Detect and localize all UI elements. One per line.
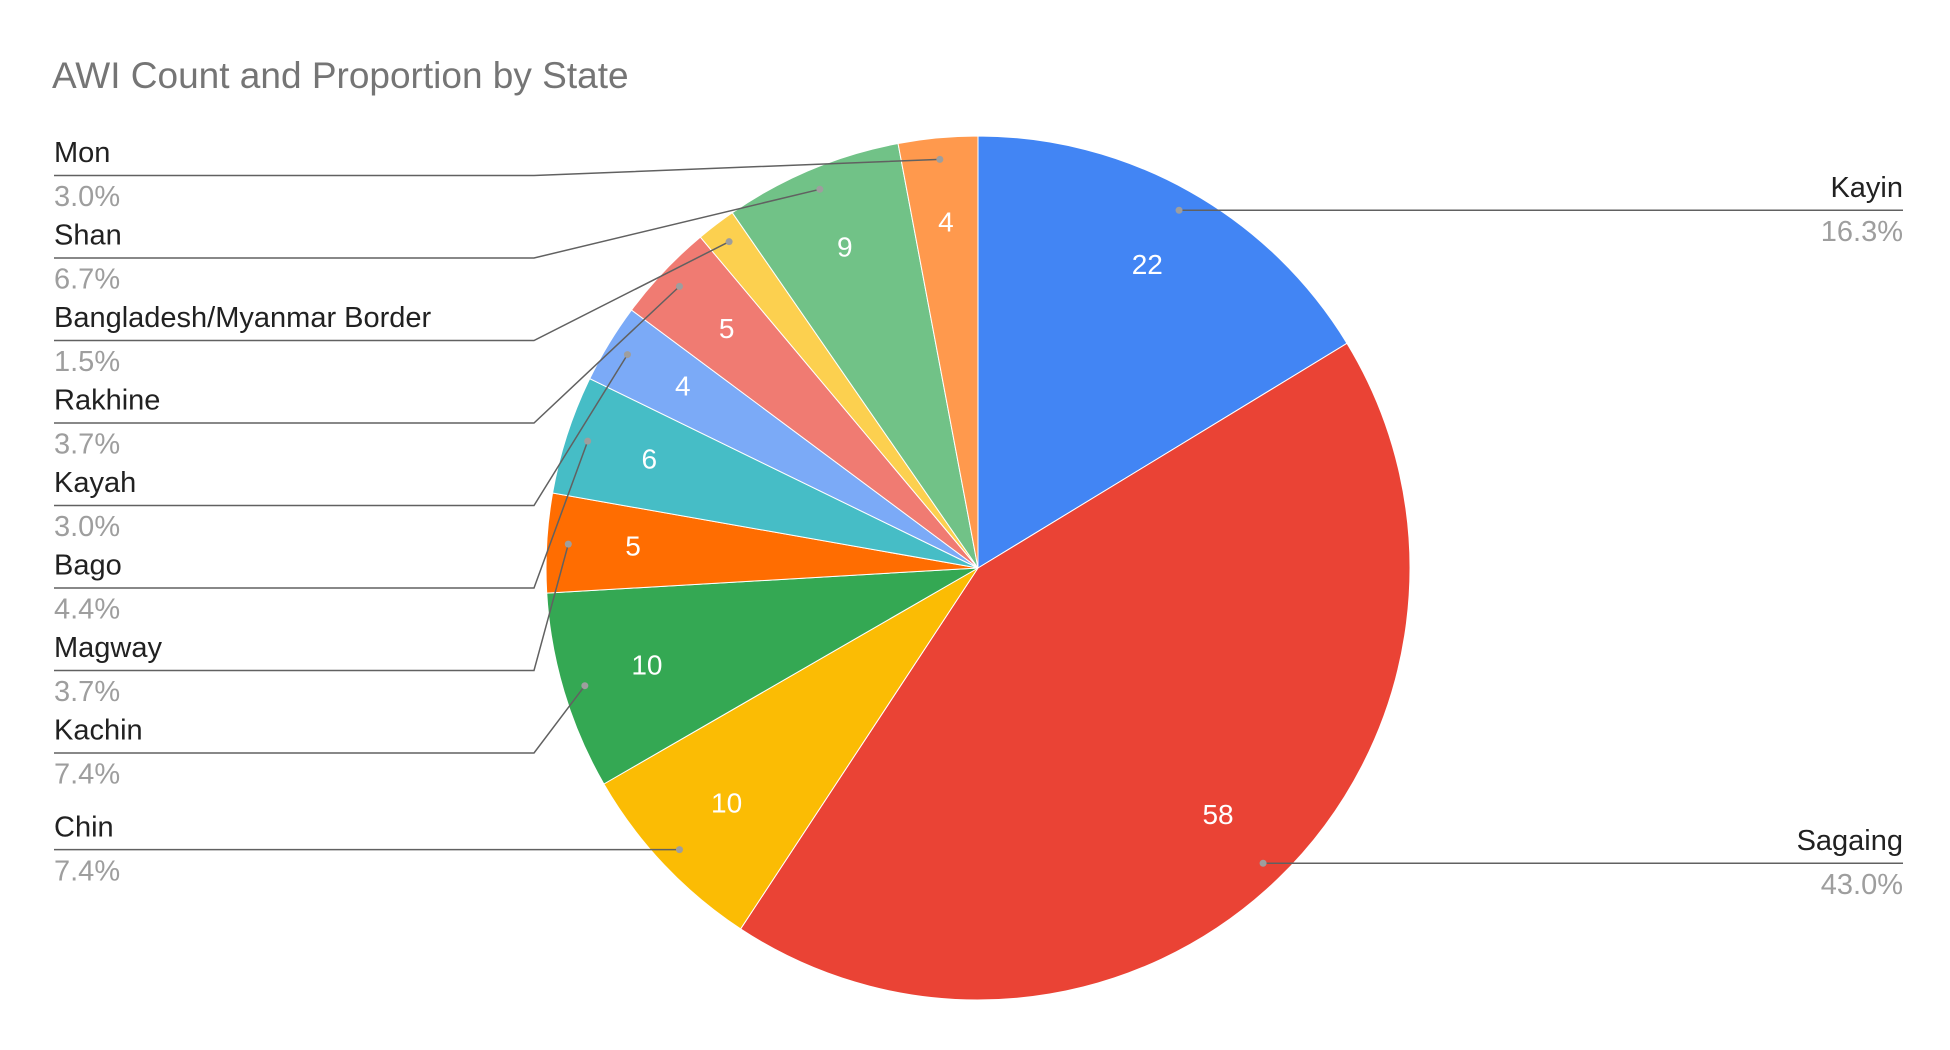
percent-label: 43.0% bbox=[1821, 869, 1903, 901]
leader-line bbox=[54, 241, 730, 342]
leader-line bbox=[54, 543, 570, 672]
category-label: Shan bbox=[54, 220, 122, 252]
leader-line bbox=[54, 685, 586, 754]
leader-dot bbox=[581, 682, 589, 690]
slice-value-label: 10 bbox=[631, 650, 662, 681]
leader-line bbox=[54, 354, 629, 507]
chart-title: AWI Count and Proportion by State bbox=[52, 55, 629, 96]
leader-line bbox=[54, 188, 821, 259]
leader-dot bbox=[564, 540, 572, 548]
percent-label: 3.0% bbox=[54, 511, 120, 543]
percent-label: 7.4% bbox=[54, 855, 120, 887]
category-label: Rakhine bbox=[54, 385, 160, 417]
slice-value-label: 10 bbox=[711, 788, 742, 819]
leader-dot bbox=[1175, 206, 1183, 214]
category-label: Kayin bbox=[1830, 172, 1903, 204]
percent-label: 16.3% bbox=[1821, 216, 1903, 248]
percent-label: 7.4% bbox=[54, 759, 120, 791]
category-label: Mon bbox=[54, 137, 110, 169]
leader-dot bbox=[1259, 859, 1267, 867]
percent-label: 1.5% bbox=[54, 346, 120, 378]
percent-label: 3.7% bbox=[54, 676, 120, 708]
slice-value-label: 4 bbox=[675, 371, 691, 402]
slice-value-label: 6 bbox=[642, 444, 658, 475]
slice-value-label: 4 bbox=[938, 206, 954, 237]
pie-slice bbox=[603, 567, 979, 930]
slice-value-label: 22 bbox=[1132, 249, 1163, 280]
leader-line bbox=[54, 285, 680, 424]
leader-line bbox=[54, 158, 940, 177]
category-label: Kachin bbox=[54, 715, 143, 747]
category-label: Sagaing bbox=[1797, 825, 1903, 857]
slice-value-label: 9 bbox=[837, 231, 853, 262]
slice-value-label: 58 bbox=[1202, 799, 1233, 830]
leader-dot bbox=[675, 282, 683, 290]
leader-dot bbox=[936, 155, 944, 163]
slice-value-label: 5 bbox=[719, 313, 735, 344]
category-label: Kayah bbox=[54, 467, 136, 499]
leader-dot bbox=[816, 185, 824, 193]
leader-dot bbox=[725, 238, 733, 246]
leader-dot bbox=[675, 846, 683, 854]
pie-slice bbox=[897, 135, 979, 569]
percent-label: 3.7% bbox=[54, 429, 120, 461]
pie-slice bbox=[546, 567, 979, 785]
leader-dot bbox=[623, 351, 631, 359]
category-label: Bago bbox=[54, 550, 122, 582]
pie-slice bbox=[977, 135, 1348, 569]
leader-dot bbox=[584, 437, 592, 445]
category-label: Magway bbox=[54, 632, 162, 664]
category-label: Bangladesh/Myanmar Border bbox=[54, 302, 432, 334]
percent-label: 3.0% bbox=[54, 181, 120, 213]
leader-line bbox=[54, 440, 589, 589]
percent-label: 4.4% bbox=[54, 594, 120, 626]
slice-value-label: 5 bbox=[625, 530, 641, 561]
category-label: Chin bbox=[54, 811, 114, 843]
percent-label: 6.7% bbox=[54, 264, 120, 296]
pie-slice bbox=[739, 342, 1411, 1001]
